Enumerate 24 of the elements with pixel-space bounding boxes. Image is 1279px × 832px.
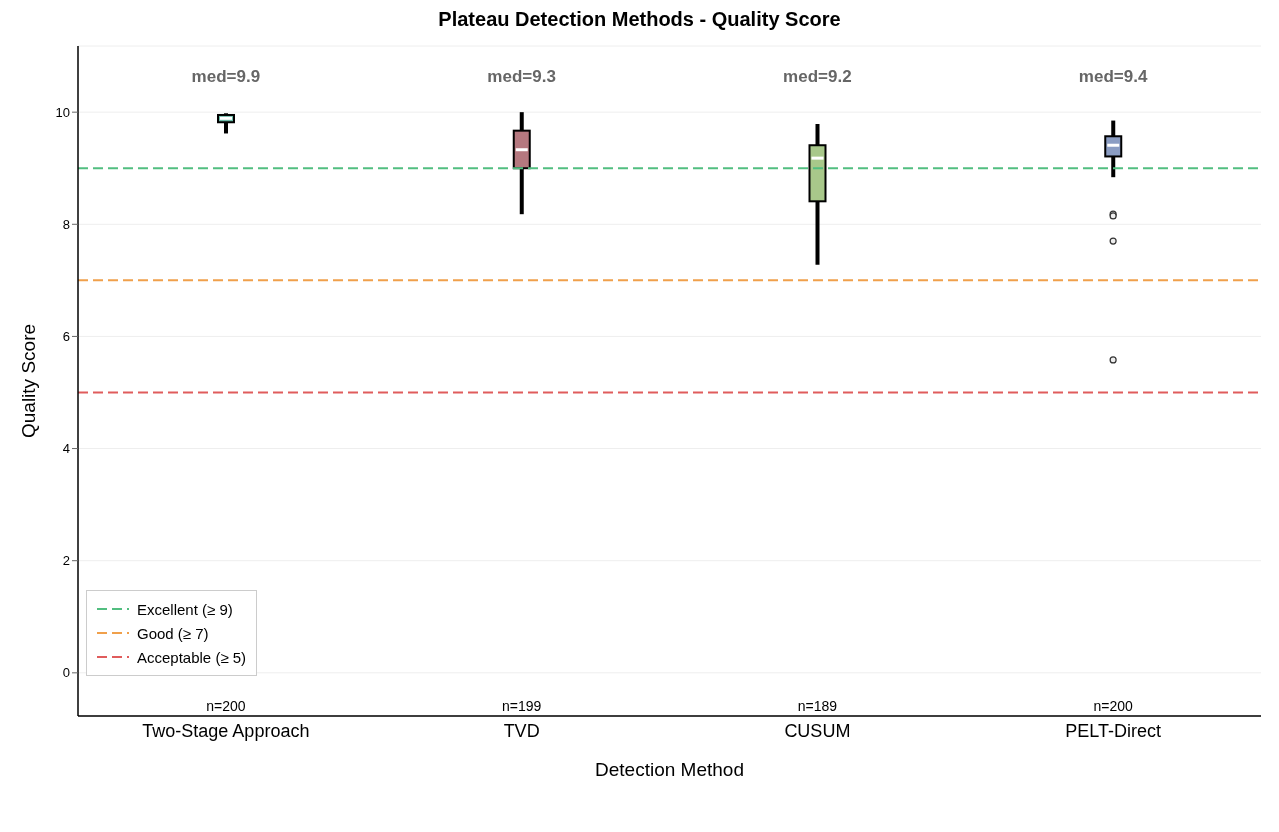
annotation: med=9.3 (487, 67, 556, 87)
x-tick-label: TVD (503, 720, 540, 741)
annotation: med=9.9 (191, 67, 261, 87)
annotation: n=200 (206, 698, 246, 715)
y-axis-title: Quality Score (17, 323, 39, 439)
y-tick-label: 2 (62, 553, 70, 569)
y-tick-label: 4 (62, 441, 70, 457)
chart-title: Plateau Detection Methods - Quality Score (437, 8, 842, 32)
legend-label: Acceptable (≥ 5) (137, 648, 247, 666)
y-tick-label: 6 (62, 329, 70, 345)
legend-label: Good (≥ 7) (137, 624, 209, 642)
y-tick-label: 0 (62, 665, 70, 681)
annotation: n=199 (501, 698, 542, 715)
annotation: n=200 (1093, 698, 1133, 715)
y-tick-label: 10 (55, 104, 70, 120)
annotation: med=9.2 (783, 67, 852, 87)
x-tick-label: CUSUM (784, 720, 851, 741)
x-tick-label: Two-Stage Approach (142, 720, 310, 741)
x-axis-title: Detection Method (595, 759, 744, 780)
y-tick-label: 8 (62, 216, 70, 232)
annotation: med=9.4 (1078, 67, 1148, 87)
annotation: n=189 (797, 698, 838, 715)
x-tick-label: PELT-Direct (1065, 720, 1161, 741)
legend-label: Excellent (≥ 9) (137, 600, 233, 618)
